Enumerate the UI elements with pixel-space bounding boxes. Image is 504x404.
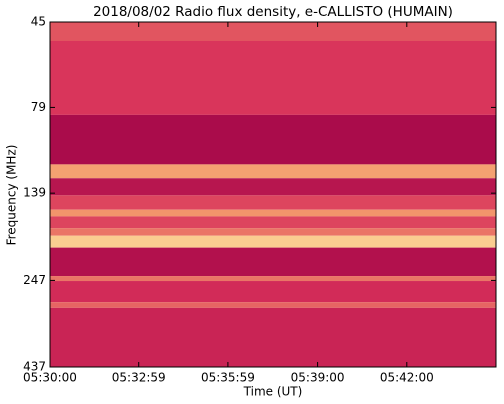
chart-title: 2018/08/02 Radio flux density, e-CALLIST… [93, 4, 453, 20]
x-tick-label: 05:30:00 [23, 371, 77, 385]
y-tick-label: 139 [23, 186, 46, 200]
spectrum-band [50, 281, 496, 303]
spectrum-band [50, 114, 496, 165]
spectrum-band [50, 307, 496, 367]
spectrum-band [50, 40, 496, 115]
spectrum-band [50, 228, 496, 236]
spectrum-band [50, 164, 496, 179]
y-tick-label: 247 [23, 273, 46, 287]
plot-frame [49, 21, 497, 368]
y-tick-label: 437 [23, 360, 46, 374]
spectrum-band [50, 22, 496, 41]
x-axis-label: Time (UT) [243, 385, 303, 399]
spectrum-band [50, 276, 496, 282]
spectrum-band [50, 209, 496, 217]
y-tick-label: 79 [31, 100, 46, 114]
spectrum-band [50, 195, 496, 210]
spectrum-band [50, 247, 496, 277]
x-tick-label: 05:35:59 [201, 371, 255, 385]
x-tick-label: 05:42:00 [380, 371, 434, 385]
spectrum-band [50, 216, 496, 229]
x-tick-label: 05:39:00 [291, 371, 345, 385]
plot-area [50, 22, 496, 367]
spectrum-band [50, 235, 496, 248]
x-tick-label: 05:32:59 [112, 371, 166, 385]
y-axis-label: Frequency (MHz) [5, 145, 19, 246]
spectrum-band [50, 178, 496, 196]
y-tick-label: 45 [31, 15, 46, 29]
spectrum-band [50, 302, 496, 308]
